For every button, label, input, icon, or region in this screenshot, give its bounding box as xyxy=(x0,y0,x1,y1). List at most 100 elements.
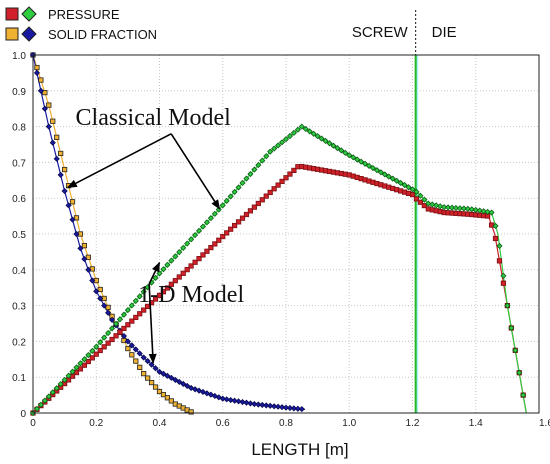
y-tick-label: 0.5 xyxy=(12,230,26,241)
data-point xyxy=(41,397,48,404)
data-point xyxy=(326,140,333,147)
data-point xyxy=(156,292,163,298)
data-point xyxy=(46,102,52,108)
data-point xyxy=(53,385,60,392)
data-point xyxy=(373,167,380,174)
legend-marker xyxy=(21,26,37,42)
data-point xyxy=(57,171,64,178)
data-point xyxy=(243,175,250,182)
data-point xyxy=(456,205,464,212)
data-point xyxy=(85,254,91,260)
series-markers xyxy=(29,51,527,417)
data-point xyxy=(500,272,507,279)
y-tick-label: 0.6 xyxy=(12,194,26,205)
data-point xyxy=(85,358,91,365)
x-tick-label: 0 xyxy=(30,418,36,429)
data-point xyxy=(247,170,254,178)
data-point xyxy=(62,166,68,173)
data-point xyxy=(125,345,131,352)
data-point xyxy=(369,164,377,172)
data-point xyxy=(239,179,246,187)
data-point xyxy=(160,266,167,273)
data-point xyxy=(361,160,369,167)
data-point xyxy=(322,137,329,144)
data-point xyxy=(81,255,88,263)
data-point xyxy=(129,318,135,324)
data-point xyxy=(33,405,41,412)
data-point xyxy=(290,405,297,412)
data-point xyxy=(275,403,282,410)
data-point xyxy=(219,395,226,402)
data-point xyxy=(81,356,88,363)
data-point xyxy=(117,329,123,335)
y-tick-label: 0.2 xyxy=(12,337,26,348)
data-point xyxy=(496,242,503,249)
data-point xyxy=(65,202,72,209)
data-point xyxy=(199,223,207,230)
data-point xyxy=(389,175,396,182)
data-point xyxy=(476,207,483,214)
data-point xyxy=(468,206,475,213)
data-point xyxy=(77,245,84,252)
data-point xyxy=(232,222,238,229)
data-point xyxy=(141,307,147,313)
data-point xyxy=(61,376,68,383)
data-point xyxy=(176,274,182,280)
data-point xyxy=(89,277,96,284)
data-point xyxy=(58,150,64,157)
legend: PRESSURE SOLID FRACTION xyxy=(5,6,157,42)
data-point xyxy=(113,333,119,339)
x-tick-label: 0.8 xyxy=(279,418,293,429)
data-point xyxy=(73,364,80,371)
data-point xyxy=(38,77,44,83)
data-point xyxy=(53,155,60,162)
data-point xyxy=(228,226,234,232)
data-point xyxy=(294,405,301,412)
data-point xyxy=(484,208,491,215)
data-point xyxy=(291,167,297,173)
data-point xyxy=(93,288,100,295)
data-point xyxy=(231,397,238,404)
data-point xyxy=(105,340,111,346)
data-point xyxy=(164,395,171,401)
data-point xyxy=(488,209,495,216)
data-point xyxy=(45,123,52,130)
data-point xyxy=(140,354,147,361)
data-point xyxy=(358,158,365,165)
data-point xyxy=(132,297,139,304)
region-label: SCREW xyxy=(352,24,409,41)
data-point xyxy=(180,244,187,251)
data-point xyxy=(152,296,159,302)
data-point xyxy=(334,145,341,152)
data-point xyxy=(69,199,76,205)
data-point xyxy=(192,259,198,265)
data-point xyxy=(286,132,294,140)
data-point xyxy=(168,374,175,381)
data-point xyxy=(223,197,230,204)
x-tick-label: 1.4 xyxy=(469,418,483,429)
data-point xyxy=(275,182,281,188)
data-point xyxy=(441,204,448,211)
data-point xyxy=(196,256,202,262)
data-point xyxy=(200,252,206,258)
y-tick-label: 0.1 xyxy=(12,373,26,384)
region-label: DIE xyxy=(432,24,457,41)
legend-marker xyxy=(21,6,37,22)
data-point xyxy=(263,193,269,199)
data-point xyxy=(278,139,286,146)
data-point xyxy=(77,360,84,367)
data-point xyxy=(298,123,305,130)
x-axis-title: LENGTH [m] xyxy=(251,440,348,459)
data-point xyxy=(129,352,135,358)
data-point xyxy=(97,295,104,302)
data-point xyxy=(263,153,270,160)
data-point xyxy=(314,133,321,140)
data-point xyxy=(168,257,175,264)
data-point xyxy=(49,139,56,146)
data-point xyxy=(208,244,214,251)
data-point xyxy=(480,208,487,215)
data-point xyxy=(204,248,210,254)
data-point xyxy=(156,368,163,375)
x-tick-label: 1.2 xyxy=(406,418,420,429)
annotation-arrow xyxy=(170,133,221,210)
